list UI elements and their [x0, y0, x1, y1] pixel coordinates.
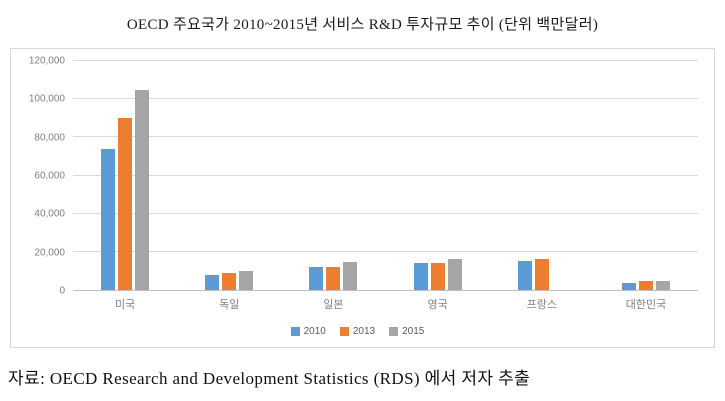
legend-swatch-icon: [389, 327, 399, 336]
legend-item: 2015: [389, 326, 424, 337]
y-axis-tick-label: 20,000: [34, 247, 65, 259]
bar-group: [386, 61, 490, 290]
bar-group: [73, 61, 177, 290]
bar-2010: [309, 266, 324, 290]
bar-cluster: [309, 61, 358, 290]
legend-item: 2013: [339, 326, 376, 337]
bar-2010: [205, 274, 220, 290]
gridline: [73, 174, 698, 176]
x-axis: 미국 독일 일본 영국 프랑스 대한민국: [73, 291, 698, 312]
x-axis-category-label: 영국: [427, 299, 448, 311]
legend: 2010 2013 2015: [17, 326, 698, 337]
bar-cluster: [101, 61, 150, 290]
bar-groups: [73, 61, 698, 290]
bar-2015: [447, 258, 462, 290]
gridline: [73, 212, 698, 214]
bar-2013: [326, 267, 341, 290]
y-axis-tick-label: 100,000: [28, 93, 65, 105]
bar-2010: [101, 148, 116, 290]
gridline: [73, 98, 698, 100]
legend-label: 2013: [352, 326, 376, 337]
bar-2013: [430, 262, 445, 290]
bar-group: [177, 61, 281, 290]
x-axis-category-label: 미국: [114, 299, 136, 311]
x-axis-category-label: 프랑스: [526, 299, 557, 311]
y-axis: 0 20,000 40,000 60,000 80,000 100,000 120,000: [17, 56, 73, 297]
bar-2013: [534, 259, 549, 290]
bar-cluster: [517, 61, 566, 290]
legend-label: 2010: [303, 326, 326, 337]
legend-label: 2015: [402, 326, 425, 337]
bar-cluster: [621, 61, 670, 290]
source-note: 자료: OECD Research and Development Statis…: [8, 369, 531, 388]
bar-2013: [118, 118, 133, 290]
bar-2010: [517, 261, 532, 290]
y-axis-tick-label: 40,000: [34, 208, 65, 220]
bar-2010: [413, 262, 428, 290]
bar-group: [594, 61, 698, 290]
x-axis-category-label: 일본: [323, 299, 344, 311]
bar-2013: [638, 281, 653, 290]
plot-area: [73, 60, 698, 291]
bar-cluster: [205, 61, 254, 290]
bar-2015: [655, 281, 670, 290]
chart-title: OECD 주요국가 2010~2015년 서비스 R&D 투자규모 추이 (단위…: [126, 17, 599, 33]
legend-swatch-icon: [339, 327, 349, 336]
bar-2013: [222, 273, 237, 290]
bar-cluster: [413, 61, 462, 290]
legend-item: 2010: [290, 326, 326, 337]
bar-2010: [621, 283, 636, 290]
bar-group: [490, 61, 594, 290]
bar-2015: [239, 270, 254, 290]
bar-group: [281, 61, 385, 290]
gridline: [73, 136, 698, 138]
y-axis-tick-label: 60,000: [34, 170, 65, 182]
legend-swatch-icon: [290, 327, 300, 336]
gridline: [73, 250, 698, 252]
bar-2015: [343, 262, 358, 290]
x-axis-category-label: 대한민국: [625, 299, 667, 311]
y-axis-tick-label: 120,000: [28, 55, 65, 67]
gridline: [73, 60, 698, 61]
y-axis-tick-label: 80,000: [34, 132, 65, 144]
x-axis-category-label: 독일: [219, 299, 240, 311]
chart-inner: 0 20,000 40,000 60,000 80,000 100,000 120,000: [17, 56, 698, 297]
bar-2015: [135, 89, 150, 290]
chart-container: 0 20,000 40,000 60,000 80,000 100,000 120,000 …: [10, 48, 715, 348]
y-axis-tick-label: 0: [59, 285, 65, 297]
